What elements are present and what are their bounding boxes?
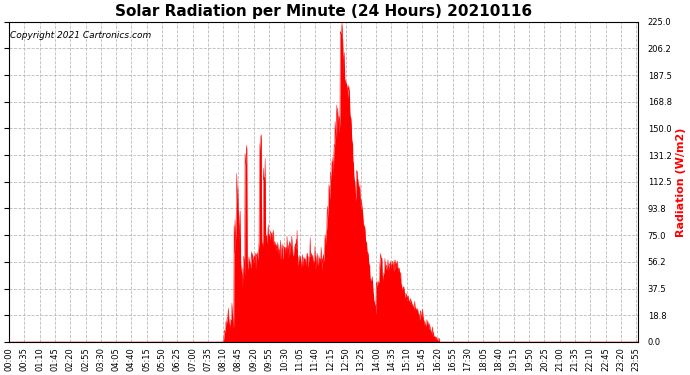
Text: Copyright 2021 Cartronics.com: Copyright 2021 Cartronics.com — [10, 32, 151, 40]
Title: Solar Radiation per Minute (24 Hours) 20210116: Solar Radiation per Minute (24 Hours) 20… — [115, 4, 532, 19]
Y-axis label: Radiation (W/m2): Radiation (W/m2) — [676, 127, 686, 237]
